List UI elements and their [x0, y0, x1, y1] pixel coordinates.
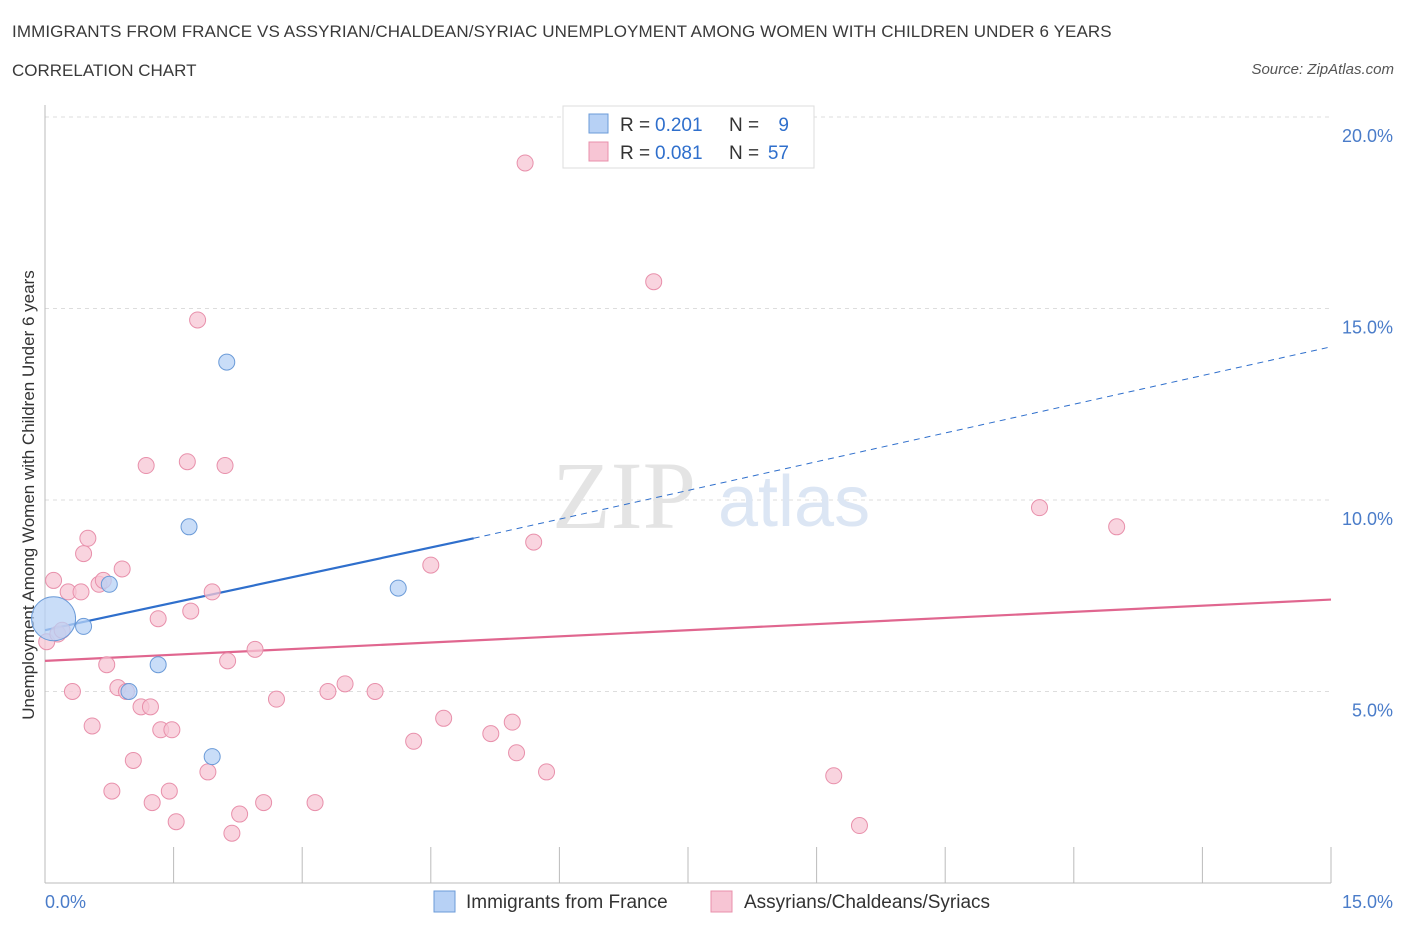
chart-title: IMMIGRANTS FROM FRANCE VS ASSYRIAN/CHALD…	[12, 22, 1112, 41]
point-assyrian-1	[45, 571, 63, 589]
point-assyrian-44	[422, 556, 440, 574]
point-assyrian-33	[219, 652, 237, 670]
point-assyrian-43	[405, 732, 423, 750]
point-assyrian-37	[255, 794, 273, 812]
point-assyrian-8	[79, 529, 97, 547]
point-france-7	[218, 353, 236, 371]
series-legend-label-france: Immigrants from France	[466, 892, 668, 913]
point-assyrian-55	[1031, 499, 1049, 517]
point-assyrian-17	[124, 751, 142, 769]
point-assyrian-46	[482, 725, 500, 743]
legend-r-label-france: R =	[620, 115, 650, 136]
point-assyrian-40	[319, 683, 337, 700]
point-assyrian-34	[223, 824, 241, 842]
tick-labels: 5.0% 10.0% 15.0% 20.0% 0.0% 15.0%	[45, 126, 1393, 912]
trend-line-assyrian	[44, 598, 1332, 662]
point-assyrian-29	[189, 311, 207, 329]
legend-n-label-assyrian: N =	[729, 143, 759, 164]
point-assyrian-53	[825, 767, 843, 785]
legend-n-value-france: 9	[778, 115, 789, 136]
point-assyrian-41	[336, 675, 354, 693]
watermark: ZIP atlas	[552, 442, 870, 549]
legend-swatch-france	[588, 113, 609, 134]
point-assyrian-39	[306, 794, 324, 812]
series-legend: Immigrants from France Assyrians/Chaldea…	[433, 890, 990, 913]
point-assyrian-20	[141, 698, 159, 716]
point-assyrian-52	[645, 273, 663, 291]
y-tick-label-5: 5.0%	[1352, 701, 1393, 721]
point-assyrian-9	[83, 717, 101, 735]
point-france-4	[149, 656, 167, 674]
point-assyrian-22	[149, 610, 167, 628]
x-tick-label-1: 15.0%	[1342, 892, 1393, 912]
point-assyrian-28	[182, 602, 200, 620]
point-assyrian-49	[516, 154, 534, 172]
series-legend-swatch-france	[433, 890, 456, 913]
point-assyrian-32	[216, 457, 234, 475]
point-france-5	[180, 518, 198, 536]
series-legend-label-assyrian: Assyrians/Chaldeans/Syriacs	[744, 892, 990, 913]
point-assyrian-25	[163, 721, 181, 739]
point-assyrian-7	[75, 545, 93, 563]
legend-n-label-france: N =	[729, 115, 759, 136]
trend-line-france	[44, 537, 474, 632]
chart-subtitle: CORRELATION CHART	[12, 61, 197, 80]
point-assyrian-36	[246, 640, 264, 658]
point-assyrian-50	[525, 533, 543, 551]
point-assyrian-47	[503, 713, 521, 731]
legend-r-value-assyrian: 0.081	[655, 143, 703, 164]
point-assyrian-56	[1108, 518, 1126, 536]
point-assyrian-35	[231, 805, 249, 823]
y-axis-label: Unemployment Among Women with Children U…	[19, 270, 38, 719]
trend-line-france-extension	[473, 346, 1332, 539]
series-legend-swatch-assyrian	[710, 890, 733, 913]
point-assyrian-54	[850, 817, 868, 835]
point-france-0	[31, 596, 77, 642]
point-assyrian-15	[113, 560, 131, 578]
point-assyrian-45	[435, 709, 453, 727]
point-france-6	[203, 748, 221, 766]
legend-r-value-france: 0.201	[655, 115, 703, 136]
point-assyrian-12	[98, 656, 116, 674]
point-assyrian-30	[199, 763, 217, 781]
point-assyrian-19	[137, 457, 155, 475]
data-points	[31, 154, 1126, 842]
point-assyrian-51	[538, 763, 556, 781]
y-tick-label-15: 15.0%	[1342, 318, 1393, 338]
point-assyrian-5	[63, 683, 81, 700]
correlation-legend: R = 0.201 N = 9 R = 0.081 N = 57	[562, 105, 815, 169]
point-france-1	[75, 617, 93, 635]
point-assyrian-38	[267, 690, 285, 708]
watermark-zip: ZIP	[552, 442, 696, 549]
watermark-atlas: atlas	[718, 462, 870, 542]
point-assyrian-31	[203, 583, 221, 601]
point-assyrian-27	[178, 453, 196, 471]
point-france-3	[120, 683, 138, 700]
point-assyrian-26	[167, 813, 185, 831]
point-france-8	[389, 579, 407, 597]
point-assyrian-21	[143, 794, 161, 812]
chart-source: Source: ZipAtlas.com	[1251, 61, 1394, 78]
gridlines	[45, 116, 1331, 692]
point-assyrian-42	[366, 683, 384, 700]
point-france-2	[100, 575, 118, 593]
legend-r-label-assyrian: R =	[620, 143, 650, 164]
y-tick-label-20: 20.0%	[1342, 126, 1393, 146]
x-tick-label-0: 0.0%	[45, 892, 86, 912]
y-tick-label-10: 10.0%	[1342, 509, 1393, 529]
point-assyrian-48	[508, 744, 526, 762]
point-assyrian-13	[103, 782, 121, 800]
legend-swatch-assyrian	[588, 141, 609, 162]
axes	[44, 105, 1332, 884]
point-assyrian-6	[72, 583, 90, 601]
point-assyrian-24	[160, 782, 178, 800]
legend-n-value-assyrian: 57	[768, 143, 789, 164]
